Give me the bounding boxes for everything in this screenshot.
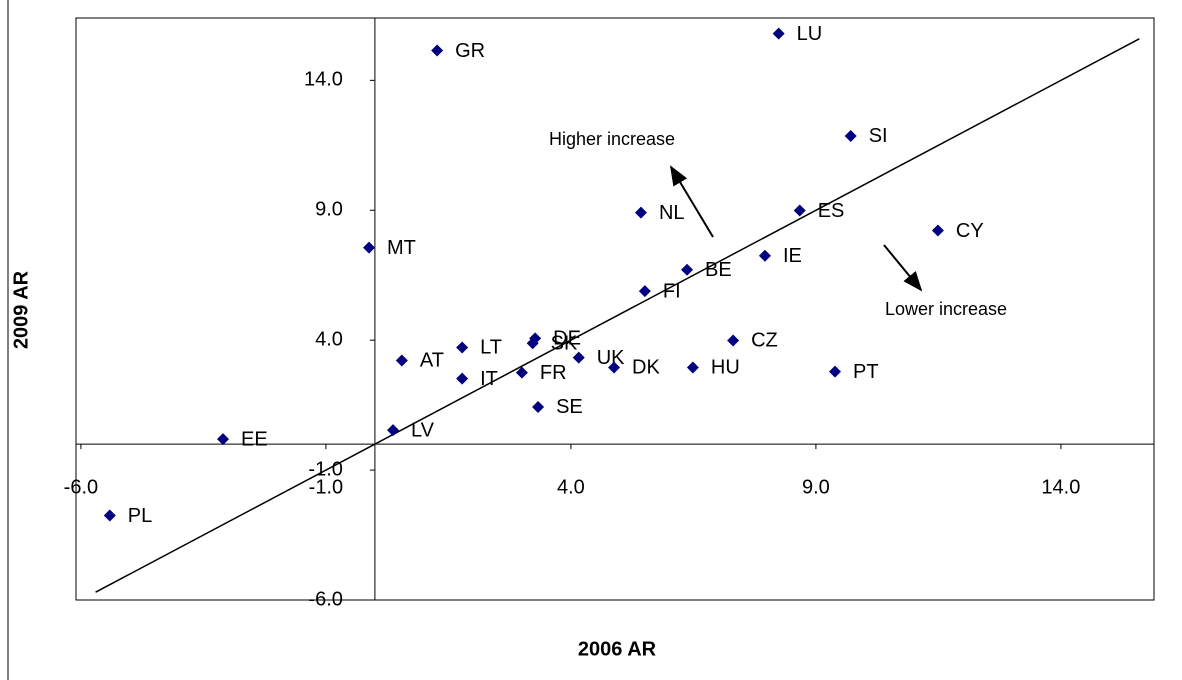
point: [526, 337, 539, 350]
point-label: DE: [553, 328, 581, 350]
point: [638, 285, 651, 298]
point: [686, 361, 699, 374]
annotation: Lower increase: [885, 299, 1007, 319]
x-tick-label: -6.0: [64, 476, 98, 498]
point-label: IT: [480, 368, 498, 390]
point: [829, 365, 842, 378]
x-tick-label: -1.0: [309, 476, 343, 498]
point-label: NL: [659, 202, 685, 224]
point: [217, 433, 229, 446]
point-label: SE: [556, 396, 583, 418]
point-label: AT: [420, 350, 444, 372]
point: [727, 334, 740, 347]
arrow: [669, 165, 714, 238]
plot-area: [75, 17, 1155, 601]
point-label: SI: [869, 125, 888, 147]
point: [103, 509, 116, 522]
point-label: LT: [480, 337, 502, 359]
point-label: FR: [540, 362, 567, 384]
point-label: UK: [597, 347, 625, 369]
x-tick-label: 4.0: [557, 476, 585, 498]
point: [572, 351, 585, 364]
point: [431, 44, 444, 57]
x-tick-label: 9.0: [802, 476, 830, 498]
point: [363, 241, 376, 254]
point-label: LV: [411, 419, 435, 441]
point-label: CY: [956, 220, 984, 242]
point: [395, 354, 408, 367]
point: [931, 224, 944, 237]
y-axis-title: 2009 AR: [10, 270, 32, 349]
point: [793, 204, 806, 217]
point: [456, 341, 469, 354]
annotation: Higher increase: [549, 129, 675, 149]
point-label: ES: [818, 200, 845, 222]
point-label: PL: [128, 505, 152, 527]
point-label: HU: [711, 357, 740, 379]
point-label: MT: [387, 237, 416, 259]
point: [634, 206, 647, 219]
point-label: EE: [241, 428, 268, 450]
point: [758, 249, 771, 262]
arrow: [883, 244, 923, 292]
point: [681, 263, 694, 276]
point-label: DK: [632, 357, 660, 379]
point: [456, 372, 469, 385]
y-tick-label: 14.0: [304, 69, 343, 91]
point: [844, 129, 857, 142]
point-label: SK: [551, 333, 578, 355]
y-tick-label: 9.0: [315, 199, 343, 221]
x-axis-title: 2006 AR: [578, 638, 657, 660]
y-tick-label: -6.0: [308, 588, 342, 610]
point: [515, 366, 528, 379]
point-label: PT: [853, 361, 879, 383]
point: [387, 424, 400, 437]
point-label: LU: [797, 23, 823, 45]
point-label: IE: [783, 245, 802, 267]
y-tick-label: 4.0: [315, 328, 343, 350]
reference-line: [95, 38, 1140, 593]
point-label: BE: [705, 259, 732, 281]
point-label: GR: [455, 40, 485, 62]
point-label: CZ: [751, 330, 778, 352]
point-label: FI: [663, 280, 681, 302]
point: [772, 27, 785, 40]
point: [608, 361, 621, 374]
x-tick-label: 14.0: [1041, 476, 1080, 498]
point: [532, 400, 545, 413]
